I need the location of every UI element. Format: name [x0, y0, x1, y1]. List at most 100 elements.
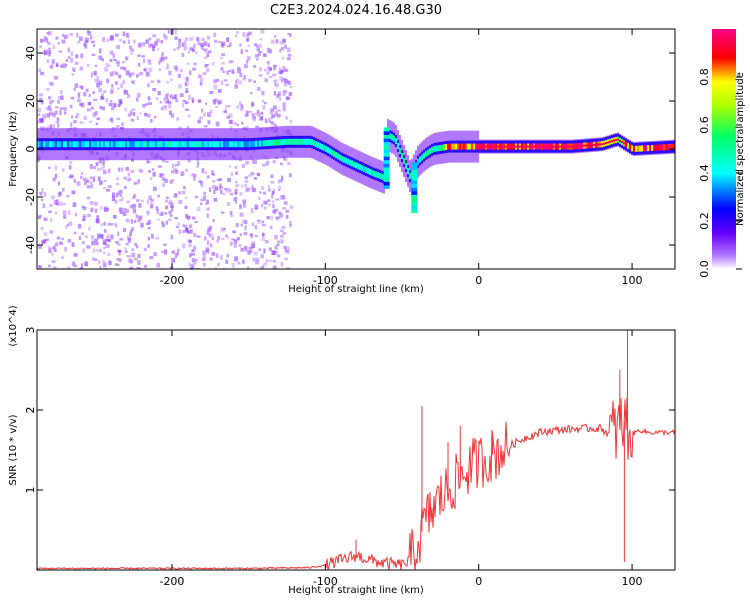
ridge-peak	[539, 145, 541, 148]
ridge-core	[161, 141, 163, 148]
ridge-core	[177, 141, 179, 148]
noise-cell	[150, 233, 154, 239]
noise-cell	[78, 223, 82, 229]
noise-cell	[110, 118, 114, 123]
noise-cell	[45, 49, 48, 52]
noise-cell	[133, 209, 137, 213]
noise-cell	[164, 100, 168, 104]
noise-cell	[261, 91, 265, 96]
noise-cell	[237, 68, 241, 74]
noise-cell	[283, 81, 288, 87]
noise-cell	[64, 35, 67, 40]
ridge-core	[223, 141, 225, 148]
noise-cell	[198, 42, 201, 46]
noise-cell	[137, 54, 141, 57]
noise-cell	[98, 249, 102, 253]
noise-cell	[133, 39, 136, 44]
noise-cell	[169, 94, 173, 99]
colorbar-tick-label: 0.0	[698, 260, 711, 278]
noise-cell	[60, 64, 63, 68]
noise-cell	[119, 211, 124, 214]
noise-cell	[49, 230, 54, 234]
ridge-peak	[559, 145, 561, 148]
noise-cell	[289, 224, 292, 228]
noise-cell	[206, 53, 210, 58]
noise-cell	[165, 199, 169, 203]
noise-cell	[177, 84, 182, 89]
y-tick-label: 2	[24, 407, 37, 414]
noise-cell	[254, 207, 258, 210]
noise-cell	[204, 102, 208, 105]
noise-cell	[227, 177, 231, 182]
noise-cell	[196, 164, 199, 168]
noise-cell	[163, 33, 166, 39]
noise-cell	[102, 241, 107, 246]
ridge-core	[361, 165, 363, 172]
noise-cell	[282, 107, 286, 112]
ridge-core	[375, 171, 377, 178]
noise-cell	[52, 44, 56, 50]
noise-cell	[86, 37, 90, 42]
noise-cell	[226, 253, 230, 258]
noise-cell	[56, 236, 61, 240]
noise-cell	[272, 209, 277, 214]
noise-cell	[152, 186, 157, 191]
noise-cell	[158, 68, 161, 71]
noise-cell	[200, 42, 204, 47]
noise-cell	[107, 64, 111, 67]
noise-cell	[112, 53, 115, 59]
noise-cell	[257, 220, 261, 224]
noise-cell	[133, 193, 137, 199]
noise-cell	[130, 118, 135, 122]
noise-cell	[252, 65, 257, 68]
noise-cell	[118, 258, 122, 262]
noise-cell	[55, 106, 59, 109]
noise-cell	[148, 72, 151, 77]
ridge-core	[173, 141, 175, 148]
ridge-core	[665, 144, 667, 151]
noise-cell	[202, 72, 207, 75]
noise-cell	[168, 218, 172, 222]
spike-cell	[411, 191, 418, 195]
noise-cell	[285, 79, 289, 84]
noise-cell	[130, 219, 133, 224]
ridge-core	[327, 147, 329, 154]
noise-cell	[256, 219, 261, 222]
noise-cell	[197, 119, 201, 124]
ridge-core	[141, 141, 143, 148]
noise-cell	[105, 238, 110, 242]
noise-cell	[227, 105, 231, 108]
noise-cell	[136, 115, 139, 121]
noise-cell	[277, 71, 281, 75]
noise-cell	[283, 201, 288, 205]
ridge-peak	[535, 145, 537, 148]
noise-cell	[91, 240, 95, 246]
ridge-core	[397, 143, 399, 150]
ridge-core	[137, 141, 139, 148]
noise-cell	[123, 227, 126, 232]
ridge-core	[365, 167, 367, 174]
noise-cell	[257, 196, 261, 201]
ridge-core	[377, 172, 379, 179]
noise-cell	[79, 267, 84, 269]
noise-cell	[74, 212, 78, 217]
ridge-core	[329, 148, 331, 155]
noise-cell	[220, 255, 223, 260]
noise-cell	[87, 31, 91, 36]
noise-cell	[82, 216, 86, 221]
ridge-core	[229, 141, 231, 148]
ridge-core	[259, 140, 261, 147]
noise-cell	[207, 43, 211, 48]
noise-cell	[67, 239, 72, 243]
noise-cell	[98, 180, 103, 186]
ridge-core	[245, 141, 247, 148]
noise-cell	[61, 202, 66, 206]
noise-cell	[47, 245, 51, 251]
noise-cell	[170, 206, 175, 209]
noise-cell	[198, 180, 202, 183]
noise-cell	[244, 114, 249, 117]
noise-cell	[231, 69, 235, 74]
noise-cell	[247, 250, 251, 255]
noise-cell	[114, 33, 119, 37]
noise-cell	[225, 234, 228, 238]
